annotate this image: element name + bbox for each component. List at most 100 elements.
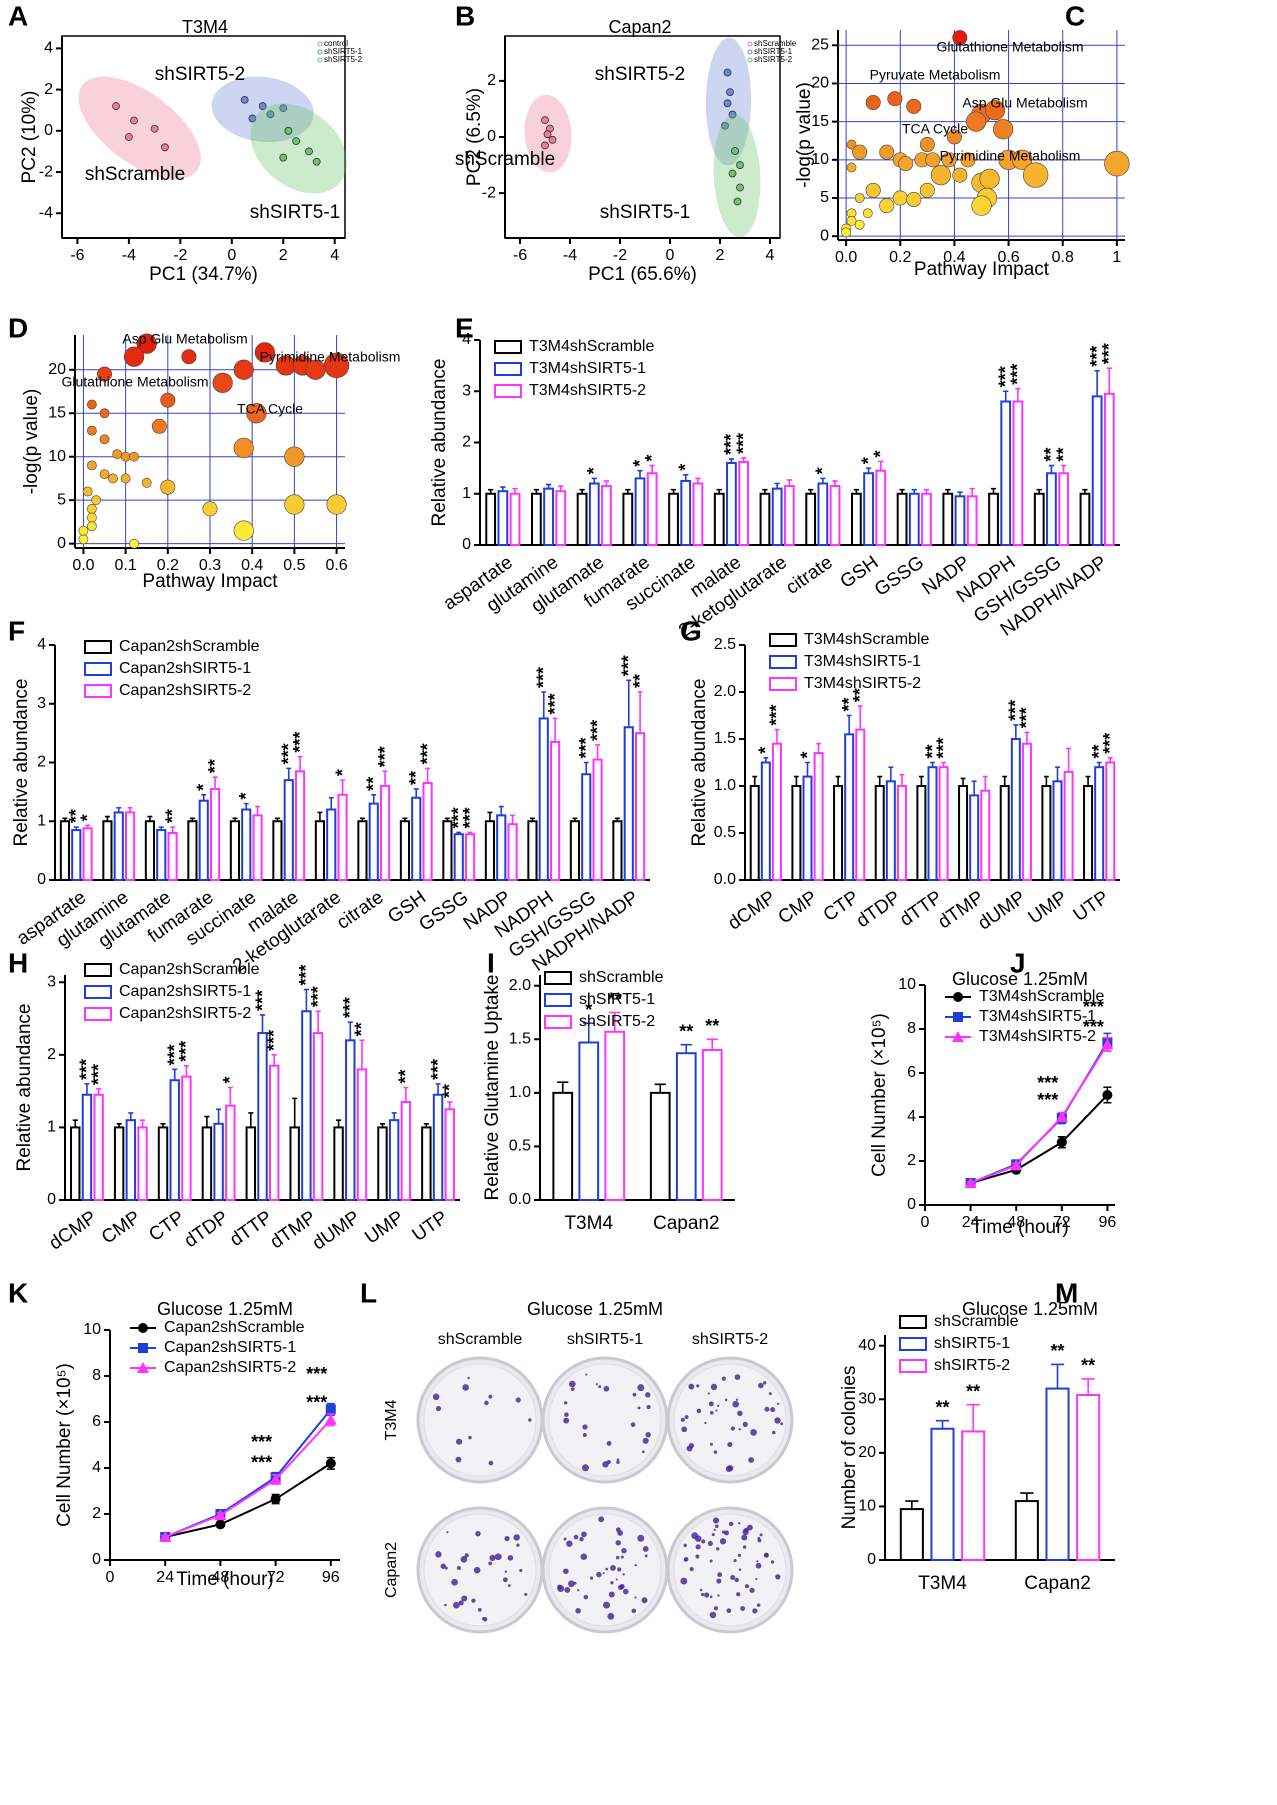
x-tick-label: 0.5 [283, 557, 305, 574]
x-tick-label: citrate [782, 552, 836, 599]
significance: ** [66, 809, 86, 823]
colony [516, 1543, 520, 1547]
colony [435, 1405, 442, 1412]
error-bar [930, 761, 935, 768]
legend-label: Capan2shSIRT5-1 [119, 983, 251, 1000]
legend-swatch [84, 684, 112, 698]
annotation: shScramble [85, 164, 185, 185]
y-tick-label: 10 [83, 1321, 101, 1338]
significance: *** [306, 1364, 327, 1384]
significance: *** [1008, 364, 1028, 385]
error-bar [1043, 775, 1049, 786]
bubble [865, 182, 881, 198]
bubble [233, 359, 254, 380]
bar [1079, 492, 1091, 546]
error-bar [695, 477, 701, 484]
bar [377, 1126, 388, 1201]
bar [749, 785, 760, 881]
y-tick-label: 40 [858, 1337, 876, 1354]
colony [575, 1608, 581, 1614]
bubble [946, 129, 962, 145]
error-bar [500, 486, 506, 492]
error-bar [591, 477, 597, 484]
data-point [541, 116, 549, 125]
colony [777, 1402, 780, 1406]
data-point [736, 183, 744, 192]
y-axis-label: Cell Number (×10⁵) [869, 1013, 890, 1177]
error-bar [583, 1022, 595, 1043]
bubble [906, 192, 922, 208]
colony [608, 1591, 615, 1598]
y-tick-label: 3 [462, 382, 471, 399]
error-bar [1085, 775, 1091, 786]
colony [708, 1401, 714, 1407]
y-axis-label: -log(p value) [21, 389, 42, 495]
legend-swatch [544, 1015, 572, 1029]
bar [530, 492, 542, 546]
bar [1063, 770, 1074, 882]
error-bar [317, 811, 323, 822]
legend-swatch [494, 384, 522, 398]
significance: *** [733, 433, 753, 454]
bubble [123, 346, 145, 367]
bubble [86, 512, 97, 523]
error-bar [1055, 766, 1060, 782]
colony [464, 1553, 469, 1558]
bar [759, 492, 771, 546]
bar [850, 492, 862, 546]
bubble [233, 437, 254, 459]
colony [763, 1552, 769, 1558]
chart-title: Glucose 1.25mM [962, 1299, 1098, 1319]
error-bar [595, 744, 601, 760]
significance: *** [449, 807, 469, 828]
colony [730, 1575, 736, 1580]
bar [1058, 472, 1070, 546]
x-tick-label: T3M4 [918, 1573, 967, 1594]
y-tick-label: 1 [47, 1119, 56, 1136]
x-tick-label: GSSG [415, 887, 472, 936]
error-bar [147, 815, 153, 822]
significance: ** [1041, 448, 1061, 462]
colony [746, 1524, 753, 1531]
colony [644, 1554, 648, 1558]
legend-label: shSIRT5-1 [934, 1335, 1010, 1352]
annotation: Asp Glu Metabolism [962, 95, 1087, 111]
bar [961, 1430, 986, 1562]
colony [605, 1567, 608, 1571]
colony [744, 1584, 750, 1589]
colony [617, 1567, 622, 1572]
colony [730, 1426, 736, 1431]
bar [829, 485, 841, 546]
error-bar [1081, 1378, 1095, 1395]
bar [144, 820, 155, 881]
error-bar [271, 1054, 277, 1066]
colony [737, 1410, 743, 1417]
annotation: TCA Cycle [902, 121, 968, 137]
colony [770, 1407, 776, 1413]
colony [566, 1540, 573, 1548]
chart-title: Glucose 1.25mM [952, 969, 1088, 989]
legend-marker [317, 49, 323, 55]
error-bar [62, 817, 68, 822]
y-tick-label: 6 [92, 1413, 101, 1430]
significance: *** [1100, 733, 1120, 754]
colony [581, 1464, 589, 1472]
error-bar [935, 1419, 950, 1429]
colony [642, 1450, 645, 1454]
x-tick-label: Capan2 [1024, 1573, 1091, 1594]
legend-label: Capan2shScramble [119, 961, 260, 978]
error-bar [170, 826, 176, 833]
bar [692, 482, 704, 546]
bar [453, 833, 464, 881]
error-bar [774, 728, 780, 744]
bar [497, 490, 509, 546]
bar [802, 775, 813, 881]
bubble [284, 446, 305, 467]
panel-label: F [8, 615, 25, 646]
x-tick-label: 24 [962, 1214, 980, 1231]
error-bar [359, 817, 365, 822]
bar [314, 820, 325, 881]
bar [805, 492, 817, 546]
colony [645, 1392, 651, 1398]
bar [326, 808, 337, 881]
